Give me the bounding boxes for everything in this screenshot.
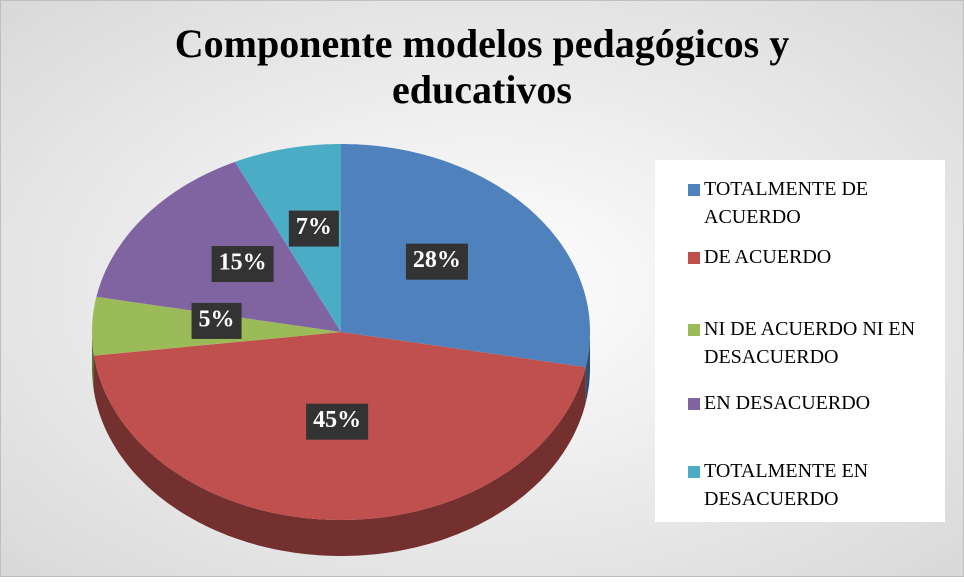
legend-label: TOTALMENTE DE ACUERDO [704,178,868,228]
data-label-box [211,246,274,283]
legend-label: DE ACUERDO [704,246,831,268]
data-label: 45% [313,407,361,433]
data-label: 5% [199,306,235,332]
legend-swatch [688,398,700,410]
data-label: 28% [413,247,461,273]
slice-side [585,332,590,404]
chart-title: Componente modelos pedagógicos y educativ… [175,21,789,112]
legend-box [655,160,945,522]
data-label-box [405,243,468,280]
data-label: 15% [219,250,267,276]
legend-swatch [688,252,700,264]
slice-side [94,355,586,556]
legend-label: EN DESACUERDO [704,392,870,414]
legend-swatch [688,324,700,336]
slice-side [92,332,94,392]
data-label-box [288,210,339,247]
data-label-box [191,302,242,339]
legend-label: NI DE ACUERDO NI EN DESACUERDO [704,318,915,368]
legend-swatch [688,466,700,478]
legend-label: TOTALMENTE EN DESACUERDO [704,460,868,510]
legend-swatch [688,184,700,196]
slice [235,144,341,332]
data-label-box [306,403,369,440]
data-label: 7% [296,214,332,240]
